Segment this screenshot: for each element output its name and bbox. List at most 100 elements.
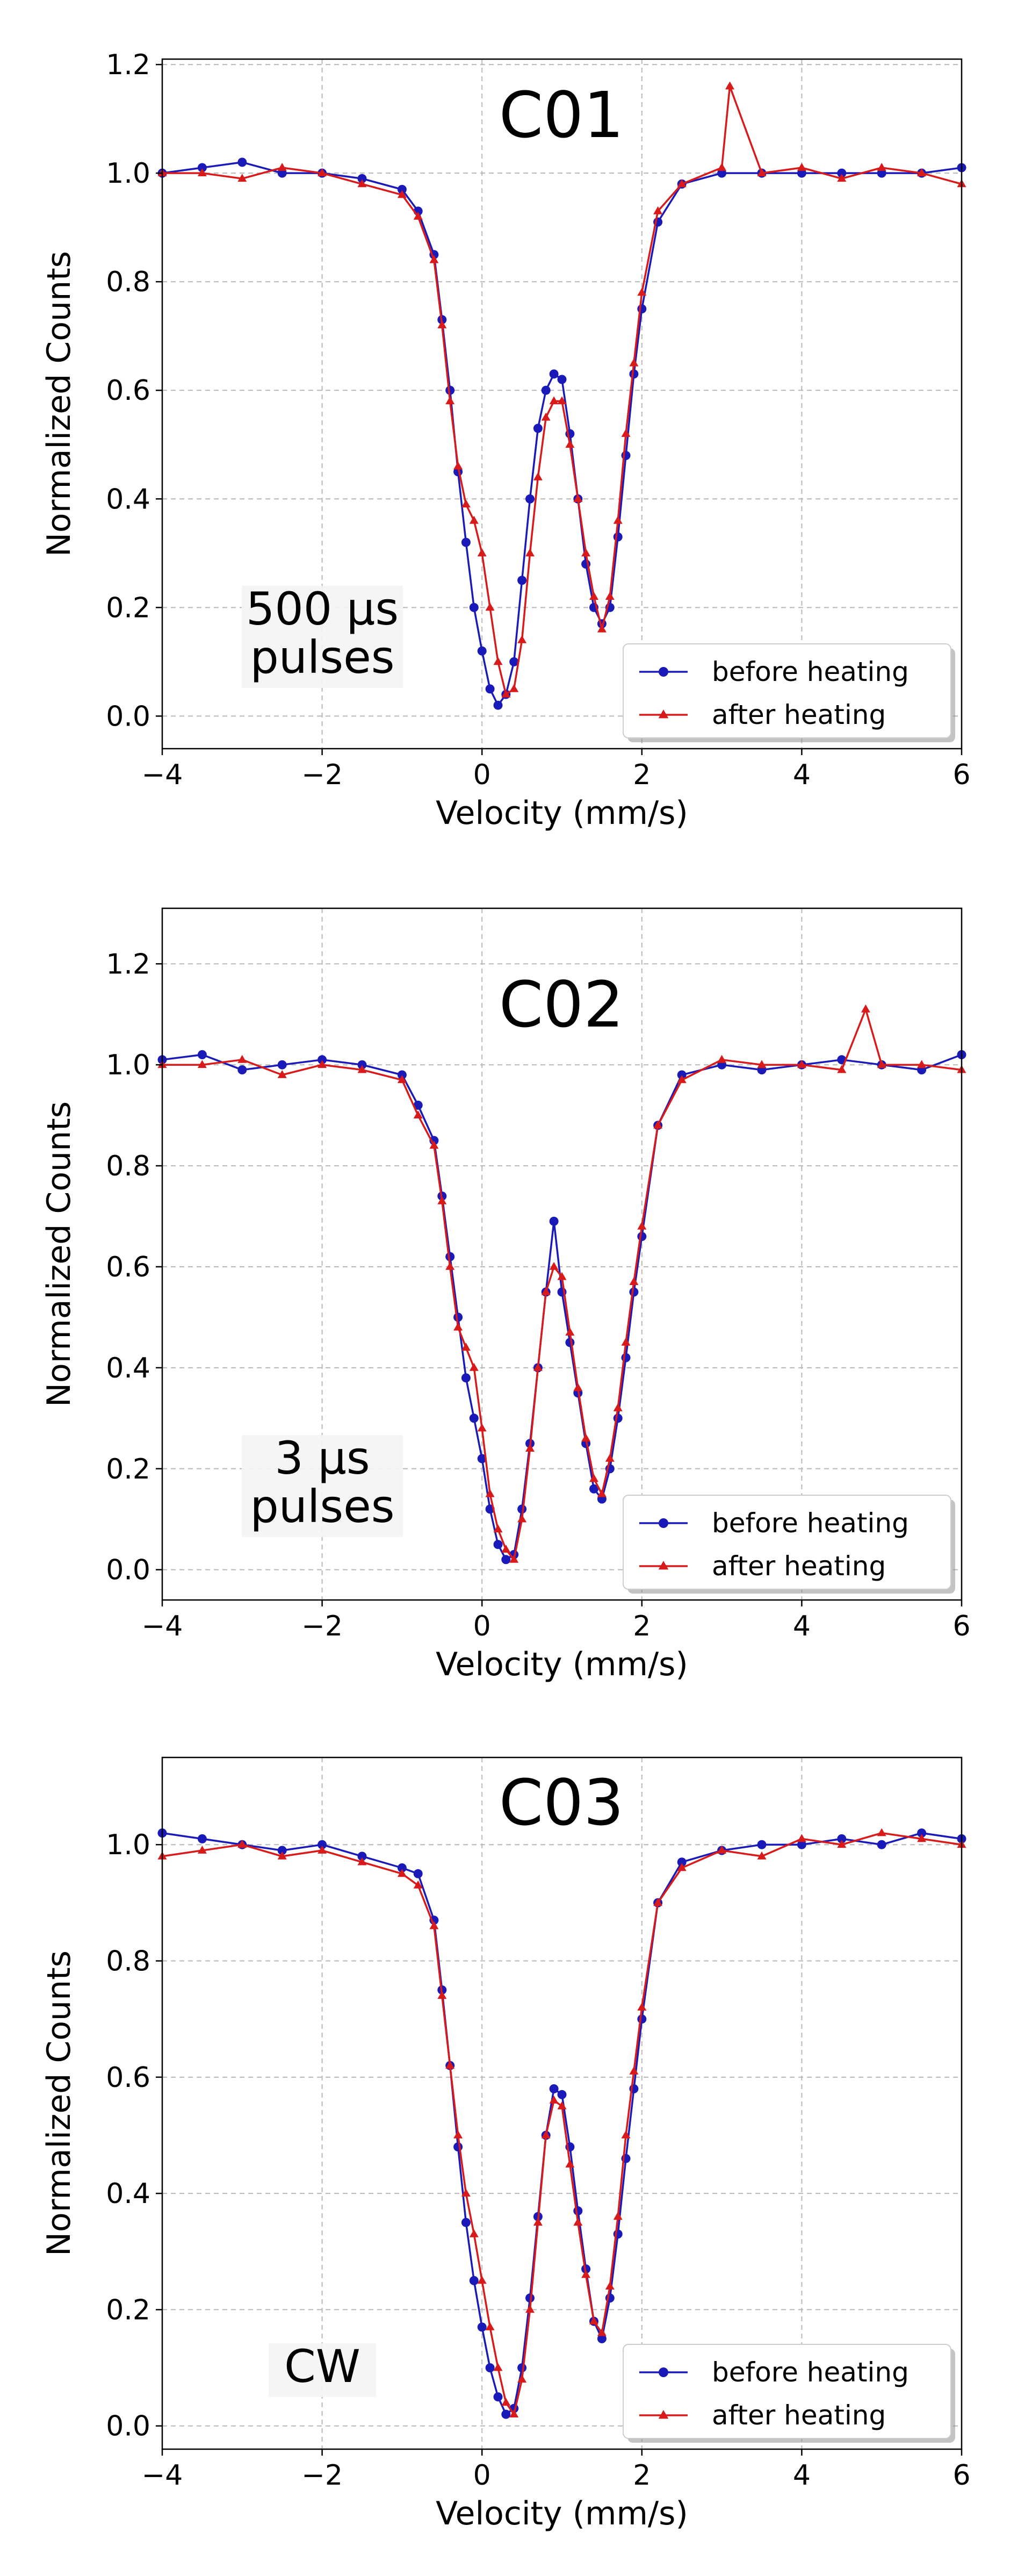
data-point xyxy=(837,1834,847,1843)
data-point xyxy=(525,548,535,557)
series-before-heating xyxy=(157,1828,966,2419)
data-point xyxy=(501,2409,511,2419)
data-point xyxy=(317,168,327,176)
data-point xyxy=(277,1846,287,1855)
data-point xyxy=(509,684,519,692)
data-point xyxy=(237,1840,247,1848)
data-point xyxy=(917,1060,927,1068)
annotation-line: pulses xyxy=(250,1480,394,1533)
data-point xyxy=(469,515,479,524)
data-point xyxy=(469,2276,479,2285)
series-line xyxy=(162,1832,962,2415)
data-point xyxy=(437,320,447,328)
data-point xyxy=(413,1880,423,1889)
data-point xyxy=(917,1834,927,1842)
data-point xyxy=(677,1857,687,1867)
y-tick-label: 0.6 xyxy=(106,1251,150,1283)
data-point xyxy=(541,1287,551,1295)
y-tick-label: 0.2 xyxy=(106,1453,150,1486)
legend-box xyxy=(623,1495,951,1590)
data-point xyxy=(589,592,598,600)
data-point xyxy=(397,1075,407,1084)
data-point xyxy=(493,2363,503,2371)
data-point xyxy=(461,1373,471,1383)
legend-label: after heating xyxy=(712,699,886,730)
data-point xyxy=(717,163,727,171)
legend: before heating after heating xyxy=(623,2344,955,2443)
data-point xyxy=(589,2316,598,2324)
data-point xyxy=(677,1070,687,1080)
annotation-box xyxy=(242,1435,403,1537)
series-after-heating xyxy=(157,81,966,698)
data-point xyxy=(477,2322,487,2332)
data-point xyxy=(549,1216,559,1226)
axes-frame xyxy=(161,58,963,750)
data-point xyxy=(397,185,407,194)
data-point xyxy=(573,2218,583,2226)
data-point xyxy=(917,1828,927,1838)
annotation-line: CW xyxy=(284,2340,360,2393)
axes-frame xyxy=(161,907,963,1601)
data-point xyxy=(637,1232,647,1242)
data-point xyxy=(605,592,615,600)
y-tick-label: 0.2 xyxy=(106,2294,150,2326)
data-point xyxy=(493,1540,503,1549)
y-tick-label: 0.8 xyxy=(106,1946,150,1978)
data-point xyxy=(797,1060,806,1068)
data-point xyxy=(549,2096,559,2104)
data-point xyxy=(413,1869,423,1878)
data-point xyxy=(581,1433,591,1442)
data-point xyxy=(549,396,559,405)
data-point xyxy=(477,2276,487,2284)
data-point xyxy=(461,2218,471,2227)
data-point xyxy=(453,2142,463,2152)
data-point xyxy=(605,1454,615,1462)
data-point xyxy=(557,375,567,384)
data-point xyxy=(589,1474,598,1482)
data-point xyxy=(485,684,495,694)
data-point xyxy=(573,2206,583,2216)
data-point xyxy=(549,2084,559,2093)
data-point xyxy=(357,1060,367,1070)
data-point xyxy=(621,2130,631,2139)
data-point xyxy=(469,2229,479,2237)
legend: before heating after heating xyxy=(623,643,955,742)
y-tick-label: 0.0 xyxy=(106,1554,150,1587)
series-after-heating xyxy=(157,1828,966,2417)
data-point xyxy=(197,168,207,176)
data-point xyxy=(525,494,535,504)
y-tick-label: 0.4 xyxy=(106,2178,150,2210)
data-point xyxy=(653,206,663,214)
data-point xyxy=(757,168,767,176)
pulse-annotation: CW xyxy=(269,2340,376,2397)
data-point xyxy=(541,412,551,421)
y-tick-label: 0.8 xyxy=(106,266,150,298)
data-point xyxy=(397,190,407,198)
data-point xyxy=(453,2130,463,2139)
data-point xyxy=(237,174,247,182)
x-tick-label: 2 xyxy=(633,2459,651,2492)
data-point xyxy=(565,2159,575,2168)
y-axis-label: Normalized Counts xyxy=(40,1950,78,2256)
data-point xyxy=(461,499,471,508)
data-point xyxy=(597,2328,607,2336)
data-point xyxy=(469,602,479,612)
data-point xyxy=(621,429,631,437)
y-tick-label: 0.6 xyxy=(106,2062,150,2094)
x-tick-label: −2 xyxy=(301,1610,343,1642)
data-point xyxy=(517,1514,527,1523)
data-point xyxy=(453,1322,463,1331)
data-point xyxy=(653,1898,663,1906)
y-axis-label: Normalized Counts xyxy=(40,251,78,557)
chart-panel-1: −4 −2 0 2 4 6 0.0 0.2 0.4 0.6 0.8 1.0 1.2 Velocity (m… xyxy=(40,49,971,832)
y-tick-label: 1.0 xyxy=(106,1829,150,1861)
data-point xyxy=(397,1070,407,1080)
data-point xyxy=(493,2392,503,2402)
data-point xyxy=(621,1353,631,1362)
data-point xyxy=(277,1060,287,1070)
data-point xyxy=(445,1262,455,1270)
series-after-heating xyxy=(157,1004,966,1563)
